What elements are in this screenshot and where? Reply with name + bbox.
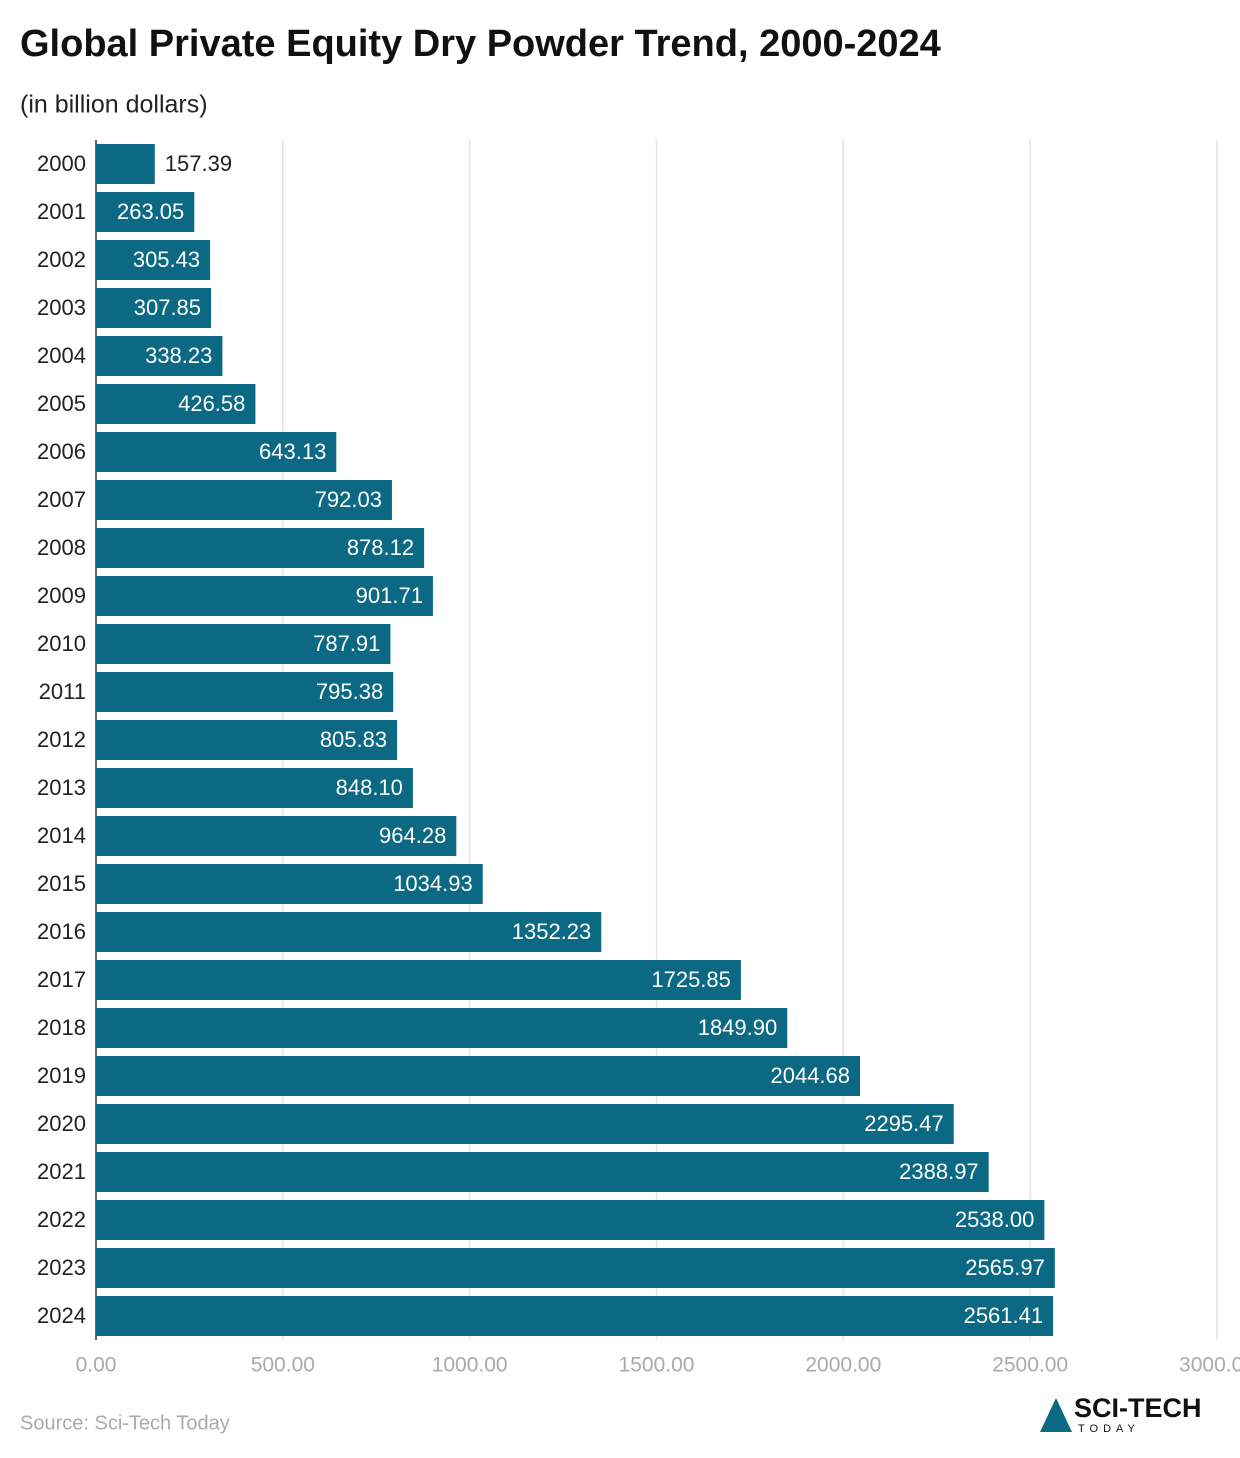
x-tick-label: 500.00	[251, 1354, 315, 1377]
y-tick-label: 2019	[37, 1063, 86, 1088]
value-label: 338.23	[145, 343, 212, 368]
y-tick-label: 2018	[37, 1015, 86, 1040]
y-tick-label: 2021	[37, 1159, 86, 1184]
y-tick-label: 2005	[37, 391, 86, 416]
y-tick-label: 2024	[37, 1303, 86, 1328]
y-tick-label: 2001	[37, 199, 86, 224]
value-label: 2388.97	[899, 1159, 979, 1184]
bar	[96, 1104, 954, 1144]
source: Source: Sci-Tech Today	[20, 1412, 230, 1434]
value-label: 263.05	[117, 199, 184, 224]
y-tick-label: 2000	[37, 151, 86, 176]
value-label: 878.12	[347, 535, 414, 560]
x-tick-label: 2000.00	[805, 1354, 881, 1377]
y-tick-label: 2009	[37, 583, 86, 608]
value-label: 795.38	[316, 679, 383, 704]
value-label: 1352.23	[512, 919, 592, 944]
bar	[96, 336, 223, 376]
bar	[96, 288, 212, 328]
value-label: 426.58	[178, 391, 245, 416]
bar	[96, 768, 413, 808]
value-label: 1725.85	[651, 967, 731, 992]
bar	[96, 1152, 989, 1192]
chart-title: Global Private Equity Dry Powder Trend, …	[20, 23, 941, 65]
chart-subtitle: (in billion dollars)	[20, 91, 208, 119]
bar	[96, 576, 433, 616]
x-tick-label: 2500.00	[992, 1354, 1068, 1377]
value-label: 1849.90	[698, 1015, 778, 1040]
bar	[96, 960, 741, 1000]
logo-icon	[1040, 1398, 1072, 1432]
bar	[96, 528, 425, 568]
value-label: 2538.00	[955, 1207, 1035, 1232]
bar	[96, 1008, 788, 1048]
y-tick-label: 2002	[37, 247, 86, 272]
bar	[96, 864, 483, 904]
y-tick-label: 2013	[37, 775, 86, 800]
value-label: 305.43	[133, 247, 200, 272]
value-label: 901.71	[356, 583, 423, 608]
bar	[96, 1056, 861, 1096]
y-tick-label: 2004	[37, 343, 86, 368]
bar	[96, 1248, 1055, 1288]
value-label: 848.10	[336, 775, 403, 800]
bar	[96, 480, 392, 520]
x-tick-label: 3000.00	[1179, 1354, 1240, 1377]
y-tick-label: 2015	[37, 871, 86, 896]
x-tick-label: 1500.00	[619, 1354, 695, 1377]
y-tick-label: 2020	[37, 1111, 86, 1136]
x-tick-label: 1000.00	[432, 1354, 508, 1377]
y-tick-label: 2012	[37, 727, 86, 752]
value-label: 157.39	[165, 151, 232, 176]
bar	[96, 1200, 1045, 1240]
y-tick-label: 2017	[37, 967, 86, 992]
value-label: 643.13	[259, 439, 326, 464]
value-label: 1034.93	[393, 871, 473, 896]
y-tick-label: 2016	[37, 919, 86, 944]
bar	[96, 144, 155, 184]
bar	[96, 240, 211, 280]
value-label: 792.03	[315, 487, 382, 512]
y-tick-label: 2011	[39, 679, 86, 704]
value-label: 2044.68	[770, 1063, 850, 1088]
bar	[96, 912, 602, 952]
logo: SCI-TECH TODAY	[1040, 1393, 1202, 1435]
y-tick-label: 2008	[37, 535, 86, 560]
value-label: 307.85	[134, 295, 201, 320]
logo-tagline: TODAY	[1078, 1423, 1140, 1435]
y-tick-label: 2022	[37, 1207, 86, 1232]
y-tick-label: 2014	[37, 823, 86, 848]
bar	[96, 816, 457, 856]
bar	[96, 720, 398, 760]
value-label: 2565.97	[965, 1255, 1045, 1280]
value-label: 2295.47	[864, 1111, 944, 1136]
y-tick-label: 2023	[37, 1255, 86, 1280]
y-tick-label: 2010	[37, 631, 86, 656]
bar	[96, 192, 195, 232]
y-tick-label: 2003	[37, 295, 86, 320]
value-label: 787.91	[313, 631, 380, 656]
value-label: 2561.41	[964, 1303, 1044, 1328]
value-label: 964.28	[379, 823, 446, 848]
bar	[96, 672, 394, 712]
logo-name: SCI-TECH	[1074, 1393, 1202, 1423]
bar	[96, 432, 337, 472]
value-label: 805.83	[320, 727, 387, 752]
x-tick-label: 0.00	[76, 1354, 117, 1377]
y-tick-label: 2007	[37, 487, 86, 512]
bar	[96, 1296, 1054, 1336]
bar	[96, 384, 256, 424]
y-tick-label: 2006	[37, 439, 86, 464]
bar	[96, 624, 391, 664]
